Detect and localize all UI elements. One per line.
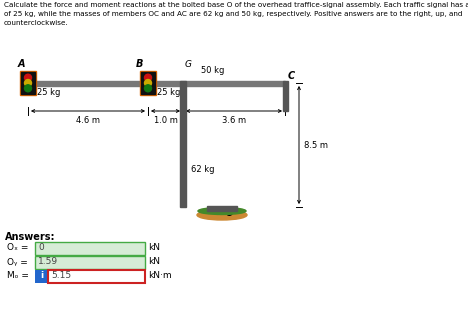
Text: O: O	[226, 209, 234, 218]
Text: kN: kN	[148, 244, 160, 253]
Text: 50 kg: 50 kg	[201, 66, 224, 75]
Circle shape	[145, 85, 152, 92]
Circle shape	[145, 74, 152, 81]
Text: 5.15: 5.15	[51, 271, 71, 280]
Circle shape	[24, 80, 31, 86]
Text: G: G	[185, 60, 192, 69]
Text: Oₓ =: Oₓ =	[7, 244, 29, 253]
Ellipse shape	[197, 210, 247, 220]
Text: B: B	[136, 59, 143, 69]
Text: Oᵧ =: Oᵧ =	[7, 258, 28, 266]
Bar	[140, 71, 156, 95]
Bar	[28, 80, 285, 85]
Ellipse shape	[198, 208, 246, 214]
FancyBboxPatch shape	[48, 269, 145, 283]
FancyBboxPatch shape	[35, 269, 48, 283]
Bar	[21, 72, 35, 94]
Text: 0: 0	[38, 244, 44, 253]
Text: i: i	[40, 271, 43, 280]
FancyBboxPatch shape	[35, 242, 145, 254]
Bar	[180, 80, 186, 207]
Bar	[283, 80, 287, 111]
Text: 25 kg: 25 kg	[157, 88, 180, 97]
Text: counterclockwise.: counterclockwise.	[4, 20, 69, 26]
Text: Calculate the force and moment reactions at the bolted base O of the overhead tr: Calculate the force and moment reactions…	[4, 2, 468, 8]
Text: of 25 kg, while the masses of members OC and AC are 62 kg and 50 kg, respectivel: of 25 kg, while the masses of members OC…	[4, 11, 462, 17]
Text: 3.6 m: 3.6 m	[222, 116, 246, 125]
Text: 1.59: 1.59	[38, 258, 58, 266]
Text: 1.0 m: 1.0 m	[154, 116, 177, 125]
Text: A: A	[18, 59, 25, 69]
Circle shape	[24, 74, 31, 81]
FancyBboxPatch shape	[35, 255, 145, 269]
Text: kN: kN	[148, 258, 160, 266]
Text: kN·m: kN·m	[148, 271, 172, 280]
Bar	[207, 206, 237, 211]
Text: 62 kg: 62 kg	[191, 166, 214, 175]
Circle shape	[24, 85, 31, 92]
Circle shape	[145, 80, 152, 86]
Text: C: C	[288, 71, 295, 81]
Text: 8.5 m: 8.5 m	[304, 141, 328, 150]
Bar	[20, 71, 36, 95]
Text: 4.6 m: 4.6 m	[76, 116, 100, 125]
Text: Answers:: Answers:	[5, 232, 56, 242]
Text: Mₒ =: Mₒ =	[7, 271, 29, 280]
Text: 25 kg: 25 kg	[37, 88, 60, 97]
Bar	[141, 72, 155, 94]
